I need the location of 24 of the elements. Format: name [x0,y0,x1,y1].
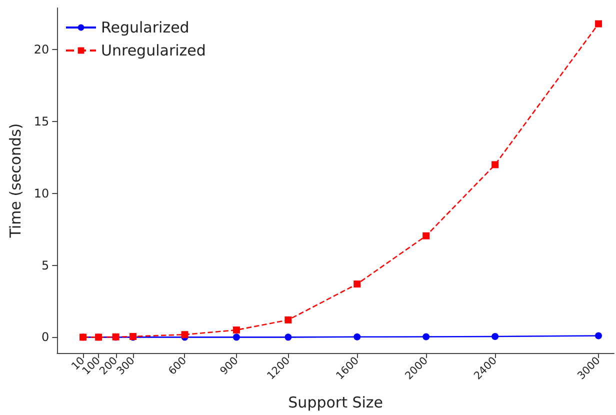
point [354,333,361,340]
point [422,333,430,340]
point [181,331,188,338]
point [492,332,499,340]
point [492,161,499,168]
point [594,332,602,340]
y-tick-label: 20 [34,42,50,57]
y-tick-label: 0 [42,330,50,344]
y-axis-title: Time (seconds) [6,123,24,239]
point [232,326,240,334]
y-tick-label: 15 [34,114,50,129]
point [354,280,361,288]
point [232,334,240,341]
x-tick-label: 600 [166,354,189,378]
legend-label: Unregularized [101,42,206,60]
y-tick-label: 5 [42,258,50,272]
y-tick-label: 10 [34,186,50,200]
point [284,316,292,324]
point [284,334,292,341]
x-axis-title: Support Size [288,394,384,412]
legend-label: Regularized [101,18,190,36]
point [422,232,430,240]
point [594,20,602,28]
x-tick-label: 900 [218,354,241,378]
